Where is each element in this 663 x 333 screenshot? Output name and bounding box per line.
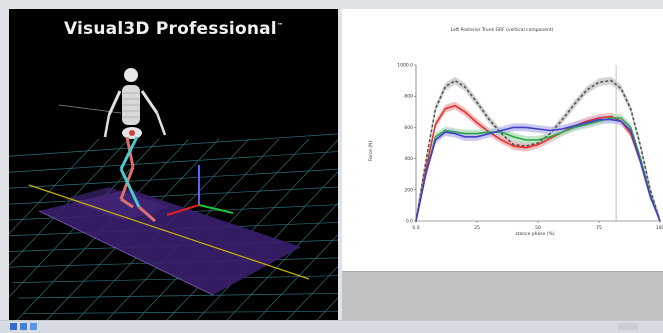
series-lines	[415, 79, 661, 222]
folder-icon[interactable]	[20, 323, 27, 330]
empty-panel	[342, 271, 663, 321]
3d-viewer[interactable]: Visual3D Professional™	[9, 9, 338, 320]
series-bands	[416, 76, 660, 221]
y-tick-label: 800	[404, 94, 413, 100]
y-axis-label: Force (N)	[368, 141, 374, 162]
walkway-plate-second	[64, 187, 169, 221]
scene-canvas[interactable]	[9, 9, 338, 320]
y-tick-label: 0.0	[406, 219, 413, 225]
series-line-2	[415, 117, 661, 222]
y-tick-label: 600	[404, 125, 413, 131]
tray-icon[interactable]	[618, 323, 638, 330]
chart-title: Left Posterior Trunk GRF (vertical compo…	[451, 27, 554, 33]
walkway-edge	[38, 210, 214, 296]
walkway-line	[28, 184, 310, 280]
x-tick-label: 75	[596, 225, 602, 231]
series-line-3	[415, 118, 661, 222]
series-band-1	[416, 101, 660, 221]
y-tick-label: 1000.0	[397, 63, 413, 69]
series-line-0	[415, 79, 661, 222]
x-tick-label: 0.0	[412, 225, 419, 231]
start-icon[interactable]	[10, 323, 17, 330]
viewer-title: Visual3D Professional™	[63, 19, 284, 39]
skeleton-model[interactable]	[58, 68, 167, 223]
grf-chart: Left Posterior Trunk GRF (vertical compo…	[368, 27, 663, 237]
y-tick-label: 200	[404, 187, 413, 193]
app-icon[interactable]	[30, 323, 37, 330]
x-axis-label: stance phase (%)	[515, 231, 554, 237]
floor-grid	[9, 133, 338, 320]
plot-panel[interactable]: Left Posterior Trunk GRF (vertical compo…	[342, 9, 663, 271]
origin-axes	[166, 165, 234, 216]
x-tick-label: 50	[535, 225, 541, 231]
x-tick-label: 100	[656, 225, 663, 231]
x-tick-label: 25	[474, 225, 480, 231]
y-tick-label: 400	[404, 156, 413, 162]
chart-ticks: 0.0 25 50 75 100 1000.0 800 600 400 200 0.0	[397, 63, 663, 232]
taskbar	[0, 320, 663, 333]
walkway-plate	[39, 189, 301, 295]
series-band-0	[416, 76, 660, 221]
